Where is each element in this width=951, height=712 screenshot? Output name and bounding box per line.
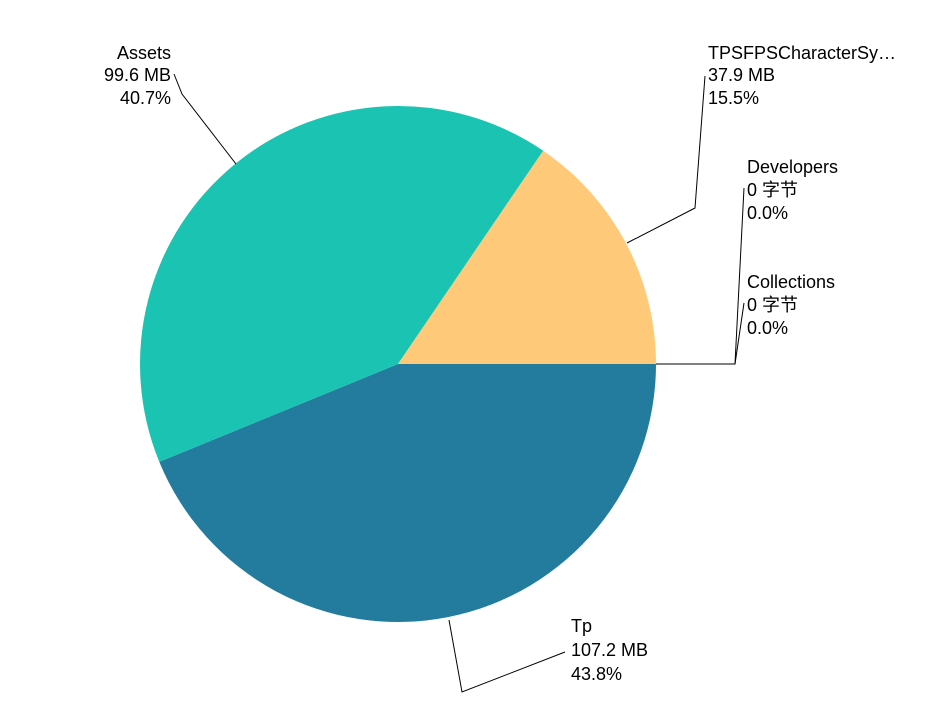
label-tp: Tp 107.2 MB 43.8% [571,616,648,684]
label-assets-percent: 40.7% [120,88,171,108]
label-tpsfps: TPSFPSCharacterSy… 37.9 MB 15.5% [708,43,896,108]
label-tp-percent: 43.8% [571,664,622,684]
label-tp-value: 107.2 MB [571,640,648,660]
label-assets-name: Assets [117,43,171,63]
leader-line-collections [656,302,745,365]
label-developers: Developers 0 字节 0.0% [747,157,838,223]
label-collections-percent: 0.0% [747,318,788,338]
label-collections: Collections 0 字节 0.0% [747,272,835,338]
leader-line-tp [448,619,566,693]
label-collections-value: 0 字节 [747,295,798,315]
pie-slice-tp [159,364,656,622]
label-collections-name: Collections [747,272,835,292]
leader-line-assets [173,73,237,165]
label-assets-value: 99.6 MB [104,65,171,85]
pie-slice-assets [140,106,544,462]
label-tpsfps-value: 37.9 MB [708,65,775,85]
label-tpsfps-name: TPSFPSCharacterSy… [708,43,896,63]
label-assets: Assets 99.6 MB 40.7% [104,43,171,108]
label-developers-value: 0 字节 [747,180,798,200]
leader-line-developers [734,187,745,365]
label-tpsfps-percent: 15.5% [708,88,759,108]
leader-line-tpsfps [626,75,706,244]
label-tp-name: Tp [571,616,592,636]
leader-lines [173,73,745,693]
label-developers-name: Developers [747,157,838,177]
pie-slice-tpsfpscharactersy [398,150,656,364]
label-developers-percent: 0.0% [747,203,788,223]
pie-slices [140,106,656,622]
